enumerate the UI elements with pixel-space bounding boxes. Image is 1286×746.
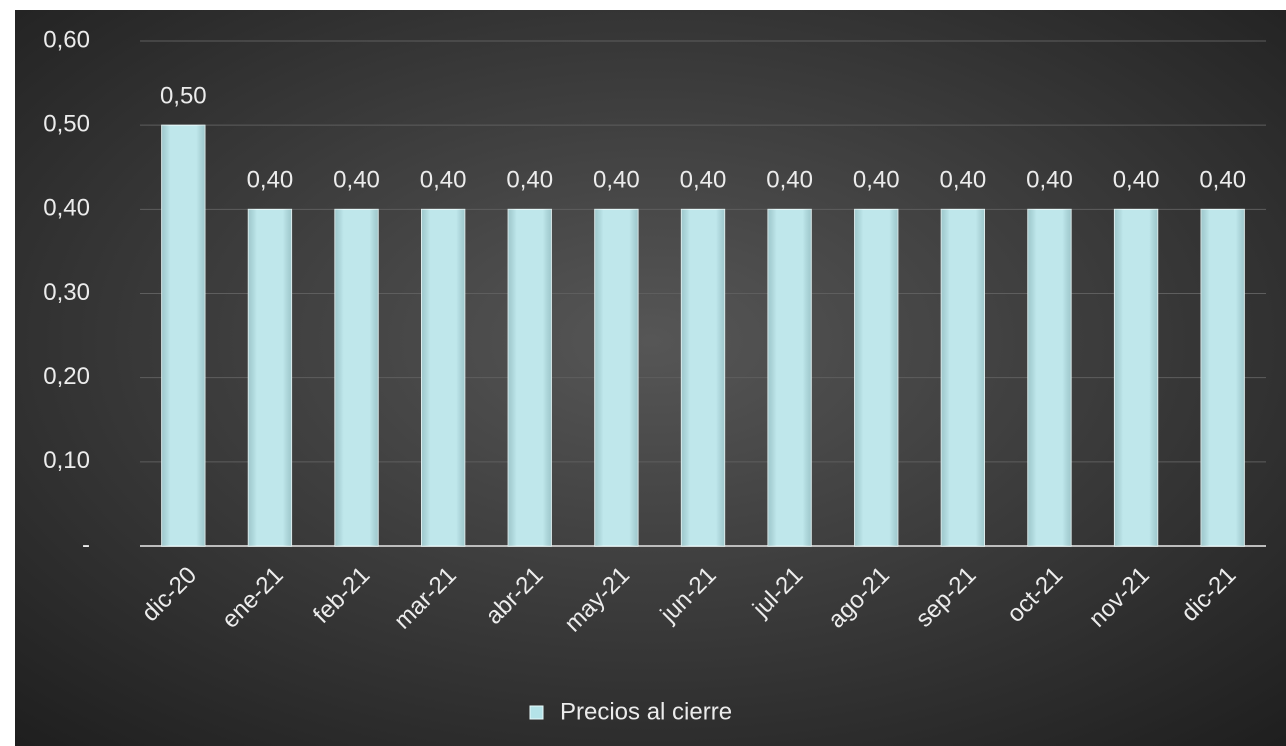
bar <box>247 208 293 547</box>
bar <box>594 208 639 547</box>
bar <box>1027 208 1072 547</box>
legend-label: Precios al cierre <box>560 698 732 725</box>
value-label: 0,40 <box>853 167 900 194</box>
value-label: 0,40 <box>593 167 640 194</box>
y-tick-label: 0,60 <box>43 26 90 53</box>
bar <box>680 208 726 547</box>
value-label: 0,40 <box>1199 167 1246 194</box>
bar <box>161 124 206 547</box>
y-tick-label: 0,50 <box>43 111 90 138</box>
value-label: 0,40 <box>766 167 813 194</box>
bar <box>334 208 379 547</box>
y-tick-label: 0,30 <box>43 279 90 306</box>
value-label: 0,40 <box>247 167 294 194</box>
y-tick-label: 0,20 <box>43 363 90 390</box>
legend-marker <box>529 705 544 720</box>
bar <box>767 208 812 547</box>
bar <box>854 208 899 547</box>
value-label: 0,40 <box>1113 167 1160 194</box>
value-label: 0,40 <box>939 167 986 194</box>
bar <box>421 208 466 547</box>
bar <box>1113 208 1159 547</box>
value-label: 0,40 <box>680 167 727 194</box>
bar <box>940 208 986 547</box>
value-label: 0,50 <box>160 83 207 110</box>
bar <box>507 208 552 547</box>
y-tick-label: 0,10 <box>43 447 90 474</box>
value-label: 0,40 <box>333 167 380 194</box>
y-tick-label: - <box>82 531 90 558</box>
y-tick-label: 0,40 <box>43 195 90 222</box>
value-label: 0,40 <box>420 167 467 194</box>
value-label: 0,40 <box>506 167 553 194</box>
value-label: 0,40 <box>1026 167 1073 194</box>
bar <box>1200 208 1245 547</box>
